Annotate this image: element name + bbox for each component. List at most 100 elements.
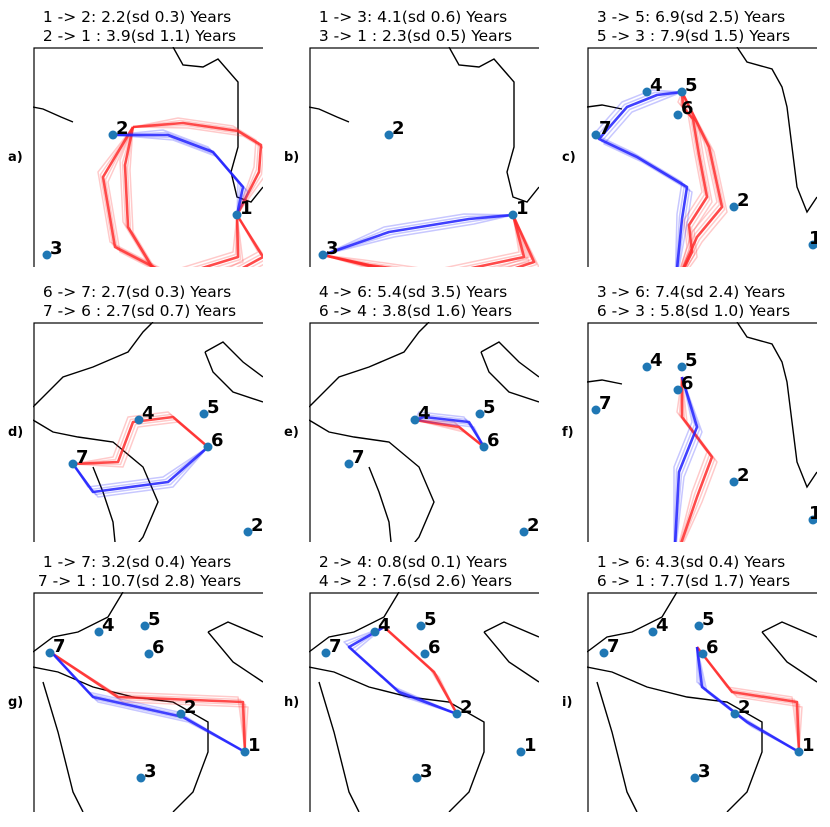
red-trajectory	[680, 377, 714, 542]
panel-title-line2: 7 -> 6 : 2.7(sd 0.7) Years	[37, 302, 237, 320]
blue-trajectory	[322, 214, 514, 256]
release-site-label: 1	[809, 228, 817, 249]
red-trajectory	[681, 376, 716, 542]
red-trajectory	[680, 91, 724, 267]
release-site-marker	[694, 621, 704, 631]
release-site-label: 2	[460, 697, 473, 718]
release-site-label: 5	[424, 609, 437, 630]
blue-trajectory	[673, 376, 699, 542]
release-site-label: 2	[392, 118, 405, 139]
release-site-label: 6	[706, 637, 719, 658]
blue-trajectory	[675, 376, 701, 542]
release-site-marker	[384, 130, 394, 140]
release-site-label: 4	[656, 615, 669, 636]
release-site-marker	[516, 747, 526, 757]
red-trajectory	[322, 214, 538, 267]
release-site-label: 1	[516, 198, 529, 219]
coastline	[761, 621, 817, 638]
release-site-marker	[794, 747, 804, 757]
coastline	[309, 419, 435, 542]
coastline	[309, 106, 350, 123]
blue-trajectory	[72, 446, 209, 496]
release-site-marker	[420, 649, 430, 659]
blue-trajectory	[350, 626, 458, 715]
map-area: 2 4 5 6 7	[33, 322, 263, 542]
map-area: 1 2 3 4 5 6 7	[309, 592, 539, 812]
red-trajectory	[680, 91, 718, 267]
blue-trajectory	[600, 91, 691, 267]
release-site-label: 5	[207, 397, 220, 418]
release-site-marker	[677, 87, 687, 97]
coastline	[587, 379, 623, 385]
release-site-marker	[232, 210, 242, 220]
coastline	[33, 419, 159, 542]
release-site-label: 5	[148, 609, 161, 630]
red-trajectory	[696, 646, 801, 753]
red-trajectory	[681, 91, 713, 267]
blue-trajectory	[695, 646, 800, 754]
release-site-marker	[677, 362, 687, 372]
red-trajectory	[383, 626, 458, 715]
red-trajectory	[383, 626, 458, 715]
release-site-label: 1	[802, 735, 815, 756]
release-site-marker	[140, 621, 150, 631]
release-site-marker	[591, 405, 601, 415]
panel-letter: f)	[562, 425, 574, 440]
red-trajectory	[129, 126, 263, 267]
red-trajectory	[72, 418, 209, 466]
blue-trajectory	[113, 133, 245, 216]
coastline	[42, 681, 84, 812]
map-frame	[587, 592, 817, 812]
panel-title-line2: 5 -> 3 : 7.9(sd 1.5) Years	[591, 27, 791, 45]
red-trajectory	[52, 653, 247, 753]
release-site-label: 7	[53, 636, 66, 657]
blue-trajectory	[322, 213, 514, 257]
map-area: 1 2 3 4 5 6 7	[587, 592, 817, 812]
blue-trajectory	[696, 646, 800, 753]
panel-title-line1: 6 -> 7: 2.7(sd 0.3) Years	[42, 283, 232, 301]
blue-trajectory	[414, 419, 485, 448]
panel-title-line1: 1 -> 7: 3.2(sd 0.4) Years	[42, 553, 232, 571]
coastline	[483, 631, 539, 683]
release-site-marker	[344, 459, 354, 469]
release-site-label: 6	[211, 430, 224, 451]
release-site-label: 7	[599, 118, 612, 139]
panel-title-line1: 3 -> 6: 7.4(sd 2.4) Years	[596, 283, 786, 301]
red-trajectory	[681, 91, 728, 267]
release-site-marker	[42, 250, 52, 260]
map-frame	[309, 47, 539, 267]
release-site-label: 7	[599, 393, 612, 414]
red-trajectory	[677, 91, 703, 267]
release-site-marker	[642, 362, 652, 372]
release-site-label: 2	[738, 697, 751, 718]
blue-trajectory	[353, 626, 458, 715]
release-site-marker	[321, 648, 331, 658]
red-trajectory	[322, 214, 520, 267]
red-trajectory	[414, 419, 485, 448]
coastline	[207, 621, 263, 638]
blue-trajectory	[414, 418, 485, 448]
map-area: 2 4 5 6 7	[309, 322, 539, 542]
release-site-label: 2	[184, 697, 197, 718]
release-site-marker	[698, 649, 708, 659]
red-trajectory	[132, 126, 263, 216]
blue-trajectory	[52, 653, 246, 754]
red-trajectory	[132, 124, 263, 216]
release-site-marker	[599, 648, 609, 658]
panel-letter: i)	[562, 695, 573, 710]
release-site-marker	[673, 385, 683, 395]
panel-title-line2: 6 -> 1 : 7.7(sd 1.7) Years	[591, 572, 791, 590]
release-site-label: 7	[76, 447, 89, 468]
map-panel: 4 -> 6: 5.4(sd 3.5) Years 6 -> 4 : 3.8(s…	[276, 275, 552, 550]
red-trajectory	[322, 214, 539, 267]
red-trajectory	[97, 126, 238, 267]
release-site-marker	[370, 627, 380, 637]
release-site-marker	[730, 709, 740, 719]
release-site-label: 4	[378, 615, 391, 636]
coastline	[33, 106, 74, 123]
release-site-label: 6	[681, 98, 694, 119]
blue-trajectory	[673, 376, 693, 542]
map-panel: 1 -> 6: 4.3(sd 0.4) Years 6 -> 1 : 7.7(s…	[554, 545, 830, 820]
blue-trajectory	[112, 131, 242, 216]
coastline	[309, 592, 400, 653]
